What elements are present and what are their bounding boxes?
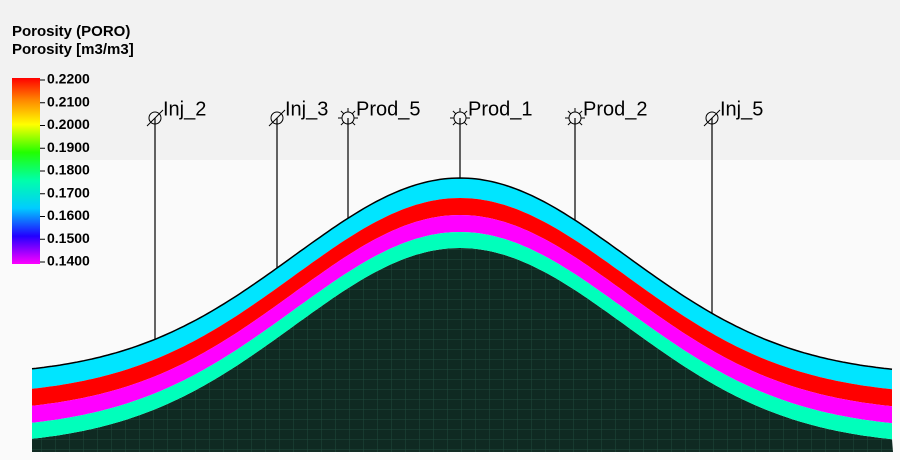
well-label: Inj_2 (163, 98, 206, 120)
legend-label: 0.1900 (47, 139, 90, 155)
well-label: Prod_5 (356, 98, 421, 120)
legend-label: 0.2000 (47, 116, 90, 132)
legend-label: 0.1400 (47, 253, 90, 269)
well-label: Inj_3 (285, 98, 328, 120)
legend-labels: 0.2200 0.2100 0.2000 0.1900 0.1800 0.1700 0.16… (40, 71, 90, 269)
legend-label: 0.1700 (47, 184, 90, 200)
color-scale (12, 78, 40, 264)
well-label: Inj_5 (720, 98, 763, 120)
legend-unit: Porosity [m3/m3] (12, 41, 134, 58)
well-label: Prod_1 (468, 98, 533, 120)
reservoir-view: Inj_2 Inj_3 Prod_5 Prod_1 Prod_2 Inj_5 Porosi… (0, 0, 900, 460)
legend-label: 0.2200 (47, 71, 90, 87)
legend-label: 0.1800 (47, 162, 90, 178)
legend-label: 0.2100 (47, 93, 90, 109)
legend-label: 0.1600 (47, 207, 90, 223)
legend-label: 0.1500 (47, 230, 90, 246)
well-label: Prod_2 (583, 98, 648, 120)
legend-title: Porosity (PORO) (12, 23, 130, 40)
